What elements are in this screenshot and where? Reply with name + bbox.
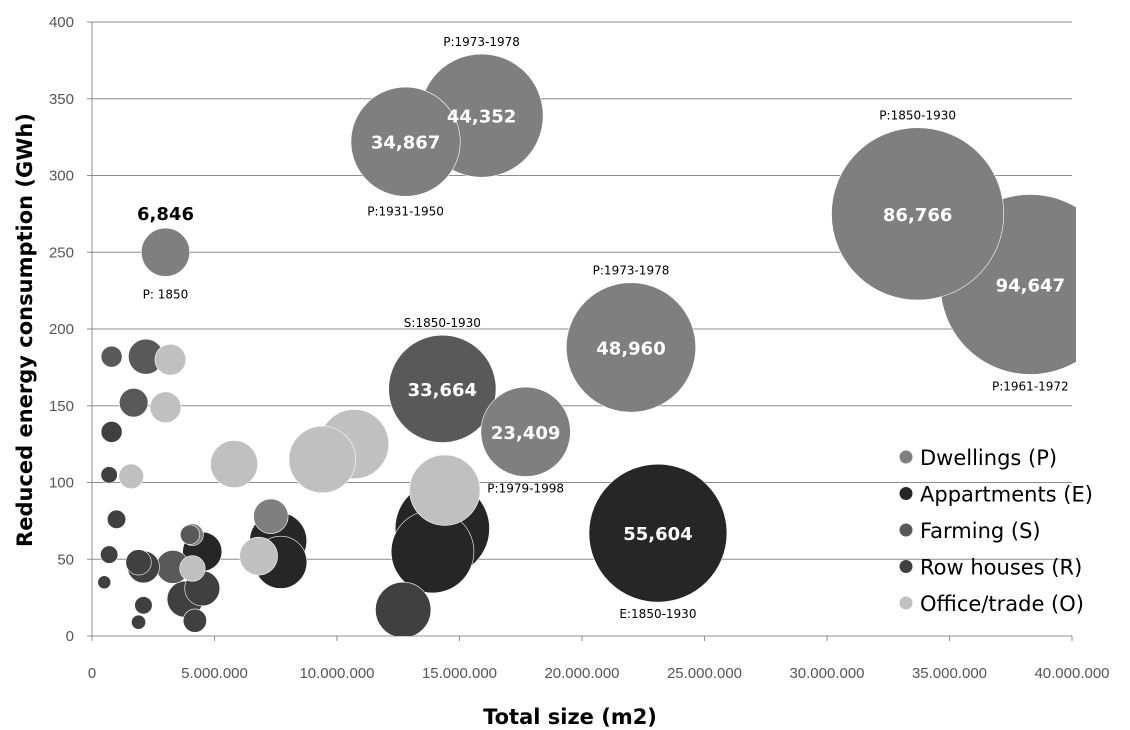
y-tick-label: 100 bbox=[49, 475, 74, 492]
bubble-period-label: P:1973-1978 bbox=[593, 264, 670, 278]
legend-label: Row houses (R) bbox=[920, 556, 1082, 580]
x-tick-label: 5.000.000 bbox=[181, 665, 248, 682]
y-tick-label: 150 bbox=[49, 398, 74, 415]
bubble bbox=[119, 388, 149, 418]
bubble bbox=[179, 524, 201, 545]
bubble bbox=[125, 549, 152, 576]
bubble bbox=[154, 343, 187, 376]
bubble-labels: 94,647 P:1961-1972 86,766 P:1850-1930 55,604… bbox=[137, 35, 1069, 621]
legend: Dwellings (P) Appartments (E) Farming (S) R… bbox=[899, 446, 1093, 616]
legend-marker bbox=[899, 523, 913, 537]
bubble-period-label: S:1850-1930 bbox=[404, 316, 481, 330]
x-tick-label: 10.000.000 bbox=[299, 665, 374, 682]
bubble bbox=[350, 86, 461, 197]
bubble bbox=[239, 536, 278, 576]
bubble bbox=[100, 466, 118, 484]
bubble-value-label: 23,409 bbox=[491, 423, 560, 444]
x-tick-label: 0 bbox=[88, 665, 96, 682]
y-tick-label: 350 bbox=[49, 91, 74, 108]
bubble bbox=[565, 282, 697, 413]
legend-label: Farming (S) bbox=[920, 519, 1041, 543]
legend-marker bbox=[899, 487, 913, 500]
bubble-period-label: P:1850-1930 bbox=[879, 109, 956, 123]
bubble bbox=[97, 575, 112, 590]
bubble bbox=[388, 334, 497, 443]
bubble bbox=[100, 345, 123, 368]
x-axis-title: Total size (m2) bbox=[483, 705, 657, 729]
y-tick-label: 300 bbox=[49, 168, 74, 185]
legend-label: Office/trade (O) bbox=[920, 592, 1084, 616]
bubble bbox=[375, 581, 432, 636]
bubble-value-label: 86,766 bbox=[883, 205, 952, 226]
bubble-value-label: 33,664 bbox=[408, 380, 477, 401]
bubble bbox=[131, 614, 147, 630]
bubble bbox=[106, 509, 127, 529]
bubble bbox=[100, 420, 123, 443]
y-axis-ticks: 0 50 100 150 200 250 300 350 400 bbox=[49, 14, 92, 645]
bubble bbox=[588, 463, 728, 603]
bubble bbox=[409, 454, 481, 526]
bubble bbox=[831, 127, 1005, 301]
x-tick-label: 20.000.000 bbox=[544, 665, 619, 682]
bubble bbox=[288, 425, 356, 494]
bubble-value-label: 6,846 bbox=[137, 204, 194, 225]
bubble-value-label: 48,960 bbox=[596, 338, 665, 359]
bubble bbox=[210, 440, 258, 488]
bubble-value-label: 34,867 bbox=[371, 133, 440, 154]
x-axis-ticks: 0 5.000.000 10.000.000 15.000.000 20.000.000… bbox=[88, 636, 1110, 682]
y-tick-label: 400 bbox=[49, 14, 74, 31]
x-tick-label: 25.000.000 bbox=[667, 665, 742, 682]
y-tick-label: 200 bbox=[49, 321, 74, 338]
legend-marker bbox=[899, 450, 913, 464]
bubble bbox=[140, 227, 191, 277]
bubble-period-label: P:1961-1972 bbox=[992, 379, 1069, 393]
legend-label: Appartments (E) bbox=[920, 483, 1093, 507]
bubble-period-label: P:1931-1950 bbox=[367, 204, 444, 218]
bubbles bbox=[97, 53, 1076, 636]
y-tick-label: 250 bbox=[49, 244, 74, 261]
bubble bbox=[149, 391, 182, 424]
legend-marker bbox=[899, 596, 913, 610]
bubble bbox=[179, 555, 206, 582]
x-tick-label: 35.000.000 bbox=[912, 665, 987, 682]
bubble bbox=[100, 545, 119, 564]
x-tick-label: 15.000.000 bbox=[422, 665, 497, 682]
bubble bbox=[253, 498, 289, 534]
y-tick-label: 0 bbox=[66, 628, 74, 645]
bubble-value-label: 55,604 bbox=[623, 524, 692, 545]
y-tick-label: 50 bbox=[57, 551, 74, 568]
y-axis-title: Reduced energy consumption (GWh) bbox=[13, 113, 37, 547]
legend-marker bbox=[899, 560, 913, 573]
bubble-period-label: E:1850-1930 bbox=[619, 607, 696, 621]
bubble-period-label: P:1979-1998 bbox=[487, 482, 564, 496]
bubble-value-label: 94,647 bbox=[996, 275, 1065, 296]
bubble bbox=[480, 386, 571, 477]
legend-label: Dwellings (P) bbox=[920, 446, 1057, 470]
bubble-period-label: P: 1850 bbox=[143, 287, 189, 301]
x-tick-label: 30.000.000 bbox=[789, 665, 864, 682]
bubble bbox=[118, 463, 144, 490]
bubble bbox=[134, 596, 153, 615]
x-tick-label: 40.000.000 bbox=[1034, 665, 1109, 682]
bubble-period-label: P:1973-1978 bbox=[443, 35, 520, 49]
bubble bbox=[182, 608, 207, 633]
bubble-value-label: 44,352 bbox=[447, 107, 516, 128]
